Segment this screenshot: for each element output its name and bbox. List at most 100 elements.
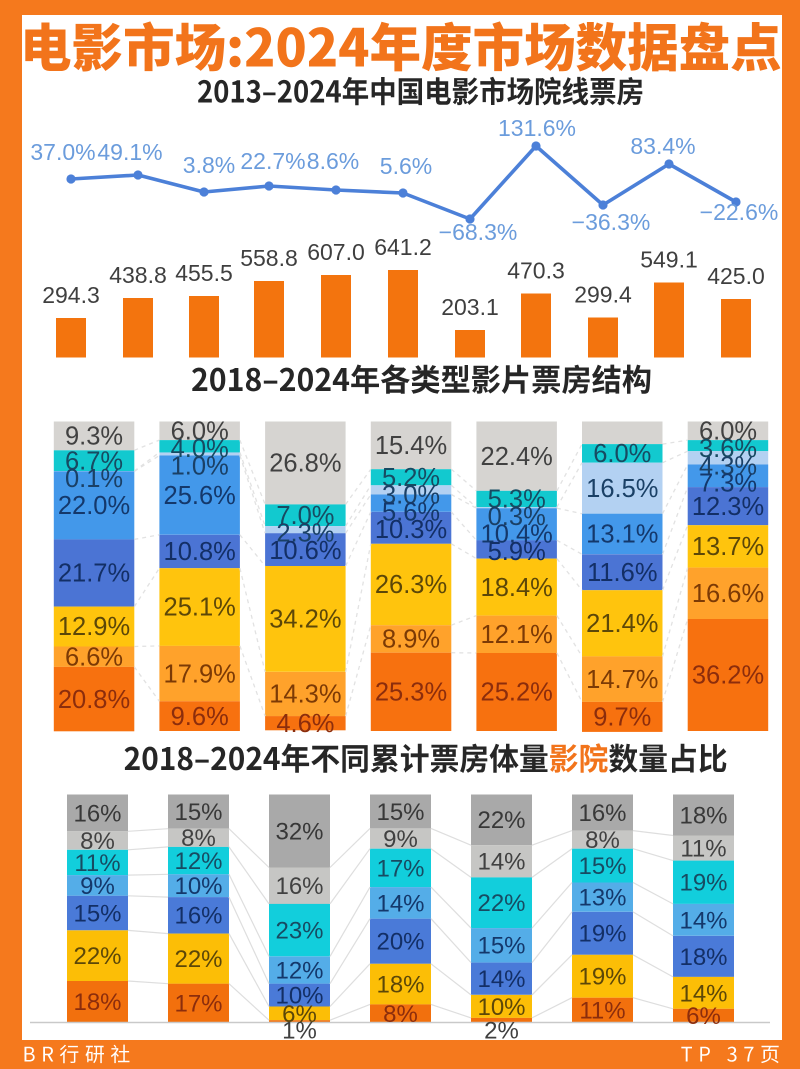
svg-text:131.6%: 131.6%	[498, 115, 576, 141]
svg-text:16%: 16%	[275, 873, 323, 900]
svg-text:641.2: 641.2	[374, 234, 432, 260]
svg-text:9.7%: 9.7%	[593, 704, 651, 732]
svg-text:470.3: 470.3	[507, 258, 565, 284]
svg-text:13.7%: 13.7%	[692, 533, 764, 561]
svg-text:16.6%: 16.6%	[692, 580, 764, 608]
svg-text:37.0%: 37.0%	[30, 139, 95, 165]
svg-text:2.3%: 2.3%	[276, 519, 334, 547]
svg-text:16%: 16%	[73, 800, 121, 827]
svg-text:11.6%: 11.6%	[587, 559, 657, 587]
svg-text:25.1%: 25.1%	[164, 594, 236, 622]
svg-text:15%: 15%	[376, 799, 424, 826]
svg-text:15%: 15%	[578, 853, 626, 880]
svg-text:9.6%: 9.6%	[171, 703, 229, 731]
svg-text:5.9%: 5.9%	[488, 538, 546, 566]
svg-text:8%: 8%	[585, 827, 620, 854]
svg-text:8.6%: 8.6%	[307, 148, 359, 174]
svg-text:5.6%: 5.6%	[380, 153, 432, 179]
svg-text:455.5: 455.5	[175, 260, 233, 286]
svg-text:6.7%: 6.7%	[65, 447, 123, 475]
svg-text:25.2%: 25.2%	[481, 679, 553, 707]
svg-text:17%: 17%	[174, 991, 222, 1018]
svg-text:5.3%: 5.3%	[488, 486, 546, 514]
svg-text:0.1%: 0.1%	[65, 465, 123, 493]
svg-text:19%: 19%	[679, 870, 727, 897]
svg-text:15.4%: 15.4%	[375, 432, 447, 460]
svg-text:11%: 11%	[579, 998, 625, 1025]
svg-text:6.0%: 6.0%	[171, 418, 229, 446]
svg-text:3.0%: 3.0%	[382, 481, 440, 509]
svg-text:6%: 6%	[686, 1003, 721, 1030]
svg-text:8%: 8%	[383, 1001, 418, 1028]
svg-text:16%: 16%	[174, 903, 222, 930]
svg-text:12%: 12%	[275, 958, 323, 985]
svg-text:22%: 22%	[73, 943, 121, 970]
svg-text:294.3: 294.3	[42, 282, 100, 308]
svg-text:20%: 20%	[376, 929, 424, 956]
svg-text:4.3%: 4.3%	[699, 452, 757, 480]
svg-text:14%: 14%	[477, 966, 525, 993]
svg-text:549.1: 549.1	[640, 247, 698, 273]
svg-text:−22.6%: −22.6%	[700, 199, 779, 225]
svg-text:6.6%: 6.6%	[65, 643, 123, 671]
svg-text:607.0: 607.0	[307, 239, 365, 265]
svg-text:1.0%: 1.0%	[171, 452, 229, 480]
svg-text:22.0%: 22.0%	[58, 492, 130, 520]
svg-text:10%: 10%	[174, 873, 222, 900]
svg-text:14.7%: 14.7%	[586, 666, 658, 694]
svg-text:18%: 18%	[679, 944, 727, 971]
svg-text:83.4%: 83.4%	[630, 133, 695, 159]
svg-text:10%: 10%	[275, 983, 323, 1010]
svg-text:18%: 18%	[679, 802, 727, 829]
svg-text:26.3%: 26.3%	[375, 571, 447, 599]
svg-text:203.1: 203.1	[441, 294, 499, 320]
svg-text:6.0%: 6.0%	[699, 418, 757, 446]
svg-text:12.3%: 12.3%	[692, 493, 764, 521]
svg-text:22%: 22%	[174, 946, 222, 973]
svg-text:19%: 19%	[578, 921, 626, 948]
svg-text:32%: 32%	[275, 818, 323, 845]
svg-text:17%: 17%	[376, 855, 424, 882]
svg-text:26.8%: 26.8%	[269, 450, 341, 478]
svg-text:18.4%: 18.4%	[481, 574, 553, 602]
svg-text:9%: 9%	[80, 873, 115, 900]
svg-text:21.4%: 21.4%	[586, 610, 658, 638]
svg-text:12%: 12%	[174, 848, 222, 875]
svg-text:8%: 8%	[181, 825, 216, 852]
svg-text:558.8: 558.8	[240, 245, 298, 271]
svg-text:0.3%: 0.3%	[488, 503, 546, 531]
svg-text:18%: 18%	[73, 989, 121, 1016]
svg-text:14%: 14%	[376, 890, 424, 917]
svg-text:7.0%: 7.0%	[276, 502, 334, 530]
svg-text:2%: 2%	[484, 1017, 519, 1044]
svg-text:10.6%: 10.6%	[269, 537, 341, 565]
svg-text:15%: 15%	[174, 799, 222, 826]
svg-text:9%: 9%	[383, 826, 418, 853]
svg-text:20.8%: 20.8%	[58, 686, 130, 714]
svg-text:18%: 18%	[376, 972, 424, 999]
svg-text:22.7%: 22.7%	[240, 148, 305, 174]
svg-text:34.2%: 34.2%	[269, 606, 341, 634]
svg-text:12.9%: 12.9%	[58, 613, 130, 641]
svg-text:−36.3%: −36.3%	[572, 209, 651, 235]
svg-text:16.5%: 16.5%	[586, 475, 658, 503]
svg-text:15%: 15%	[73, 901, 121, 928]
svg-text:11%: 11%	[680, 836, 726, 863]
svg-text:5.2%: 5.2%	[382, 464, 440, 492]
svg-text:14%: 14%	[477, 849, 525, 876]
svg-text:299.4: 299.4	[574, 282, 632, 308]
svg-text:19%: 19%	[578, 964, 626, 991]
svg-text:14.3%: 14.3%	[269, 681, 341, 709]
svg-text:3.6%: 3.6%	[699, 435, 757, 463]
svg-text:22%: 22%	[477, 807, 525, 834]
svg-text:49.1%: 49.1%	[97, 139, 162, 165]
svg-text:17.9%: 17.9%	[164, 660, 236, 688]
svg-text:12.1%: 12.1%	[481, 621, 553, 649]
svg-text:5.6%: 5.6%	[382, 499, 440, 527]
svg-text:16%: 16%	[578, 800, 626, 827]
svg-text:14%: 14%	[679, 980, 727, 1007]
svg-text:15%: 15%	[477, 933, 525, 960]
svg-text:8.9%: 8.9%	[382, 626, 440, 654]
svg-text:438.8: 438.8	[109, 262, 167, 288]
svg-text:−68.3%: −68.3%	[439, 219, 518, 245]
